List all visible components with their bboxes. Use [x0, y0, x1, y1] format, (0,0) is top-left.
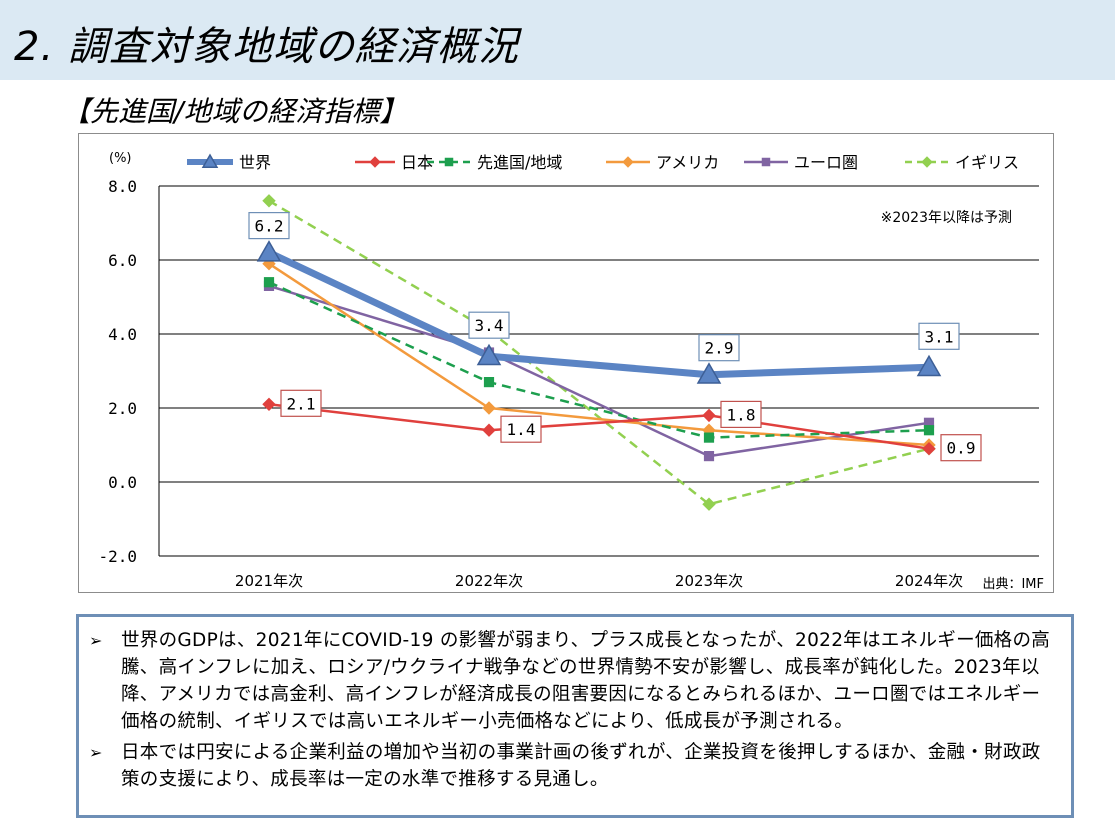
series-point	[483, 377, 495, 388]
y-tick-label: 8.0	[108, 177, 137, 196]
y-tick-label: -2.0	[98, 547, 137, 566]
series-point	[923, 417, 935, 428]
series-point	[262, 194, 276, 208]
note-item-2: ➢ 日本では円安による企業利益の増加や当初の事業計画の後ずれが、企業投資を後押し…	[89, 739, 1057, 793]
y-tick-label: 0.0	[108, 473, 137, 492]
legend-label: イギリス	[955, 153, 1019, 172]
series-point	[916, 354, 942, 377]
data-label-box	[720, 400, 762, 428]
data-label-box	[500, 415, 542, 443]
chart-frame: 8.0 6.0 4.0 2.0 0.0 -2.0 (%) 2021年次 2022年次 2023年次…	[78, 133, 1054, 593]
y-unit-label: (%)	[109, 151, 132, 166]
series-point	[922, 441, 936, 456]
data-label-box	[918, 322, 960, 350]
data-label-box	[468, 311, 510, 339]
legend-marker	[201, 153, 219, 168]
note-text-1: 世界のGDPは、2021年にCOVID-19 の影響が弱まり、プラス成長となった…	[121, 630, 1051, 732]
x-tick-label: 2023年次	[675, 572, 743, 590]
data-label-box	[698, 334, 740, 362]
data-label-box	[248, 211, 290, 240]
section-title: 【先進国/地域の経済指標】	[62, 95, 408, 128]
series-point	[482, 423, 496, 437]
data-label: 0.9	[947, 439, 976, 458]
series-point	[482, 401, 496, 415]
series-point	[476, 343, 502, 366]
legend-marker	[444, 157, 454, 167]
data-label: 1.8	[727, 405, 756, 424]
data-label: 3.4	[475, 316, 504, 335]
y-tick-label: 2.0	[108, 399, 137, 418]
legend-label: 先進国/地域	[477, 153, 562, 172]
series-line-4	[268, 262, 930, 447]
note-item-1: ➢ 世界のGDPは、2021年にCOVID-19 の影響が弱まり、プラス成長とな…	[89, 627, 1057, 735]
source-note: 出典：IMF	[982, 577, 1044, 592]
legend-marker	[921, 156, 933, 168]
series-line-6	[268, 199, 930, 506]
series-point	[702, 408, 716, 423]
series-point	[696, 362, 722, 384]
data-label-box	[280, 389, 322, 417]
series-point	[703, 451, 715, 462]
series-point	[262, 397, 276, 412]
series-point	[702, 497, 716, 511]
data-label: 1.4	[507, 420, 536, 439]
note-text-2: 日本では円安による企業利益の増加や当初の事業計画の後ずれが、企業投資を後押しする…	[121, 742, 1041, 790]
arrow-bullet-icon: ➢	[89, 743, 103, 762]
series-point	[263, 277, 275, 288]
x-tick-label: 2022年次	[455, 572, 523, 590]
page-title: 2. 調査対象地域の経済概況	[14, 24, 519, 70]
growth-line-chart: 8.0 6.0 4.0 2.0 0.0 -2.0 (%) 2021年次 2022年次 2023年次…	[98, 151, 1044, 592]
series-line-3	[268, 281, 930, 439]
legend-label: 日本	[401, 153, 433, 172]
series-line-1	[267, 249, 930, 379]
data-label: 2.1	[287, 394, 316, 413]
data-label: 6.2	[255, 217, 284, 236]
notes-box: ➢ 世界のGDPは、2021年にCOVID-19 の影響が弱まり、プラス成長とな…	[76, 614, 1074, 818]
series-point	[923, 425, 935, 436]
series-point	[703, 432, 715, 443]
legend-marker	[622, 156, 634, 168]
legend-label: アメリカ	[656, 153, 719, 172]
series-line-5	[268, 284, 930, 458]
series-line-2	[268, 403, 930, 450]
forecast-note: ※2023年以降は予測	[881, 210, 1012, 226]
header-band	[0, 0, 1115, 80]
data-label-box	[940, 434, 982, 462]
legend-label: 世界	[239, 153, 271, 172]
legend-marker	[761, 157, 771, 167]
series-point	[256, 240, 282, 262]
arrow-bullet-icon: ➢	[89, 631, 103, 650]
x-tick-label: 2024年次	[895, 572, 963, 590]
data-label: 3.1	[925, 327, 954, 346]
legend-label: ユーロ圏	[794, 153, 858, 172]
data-label: 2.9	[705, 339, 734, 358]
legend-marker	[369, 156, 381, 168]
y-tick-label: 4.0	[108, 325, 137, 344]
x-tick-label: 2021年次	[235, 572, 303, 590]
y-tick-label: 6.0	[108, 251, 137, 270]
